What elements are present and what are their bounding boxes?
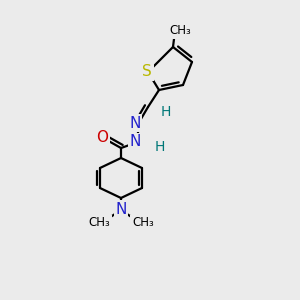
Text: N: N [115,202,127,217]
Text: H: H [155,140,165,154]
Text: CH₃: CH₃ [132,217,154,230]
Text: O: O [96,130,108,146]
Text: S: S [142,64,152,80]
Text: CH₃: CH₃ [88,217,110,230]
Text: CH₃: CH₃ [169,25,191,38]
Text: N: N [129,134,141,149]
Text: H: H [161,105,171,119]
Text: N: N [129,116,141,130]
